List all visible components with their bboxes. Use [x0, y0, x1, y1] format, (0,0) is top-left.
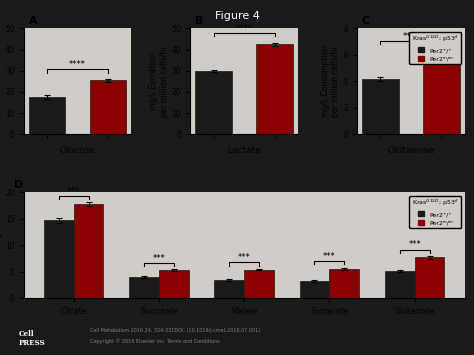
X-axis label: Lactate: Lactate [227, 146, 261, 155]
Y-axis label: mg/L Consumption
per million cells/hr: mg/L Consumption per million cells/hr [321, 45, 340, 118]
Bar [73, 204, 103, 298]
Text: D: D [14, 180, 23, 190]
Text: ***: *** [238, 253, 250, 262]
Bar [90, 80, 127, 134]
Text: Copyright © 2016 Elsevier Inc. Terms and Conditions: Copyright © 2016 Elsevier Inc. Terms and… [90, 338, 220, 344]
Y-axis label: mg/L Excretion
per million cells/hr: mg/L Excretion per million cells/hr [149, 45, 169, 117]
Legend: Per2⁺/⁺, Per2ᵐ/ᵐ: Per2⁺/⁺, Per2ᵐ/ᵐ [410, 32, 461, 64]
Bar [329, 269, 359, 298]
Legend: Per2⁺/⁺, Per2ᵐ/ᵐ: Per2⁺/⁺, Per2ᵐ/ᵐ [410, 196, 461, 228]
Text: C: C [362, 16, 370, 26]
X-axis label: Glutamine: Glutamine [387, 146, 434, 155]
Bar [214, 280, 244, 298]
Text: Figure 4: Figure 4 [215, 11, 259, 21]
Bar [415, 257, 445, 298]
Text: A: A [28, 16, 37, 26]
Text: Cell Metabolism 2016 24, 324-331DOI: (10.1016/j.cmet.2016.07.001): Cell Metabolism 2016 24, 324-331DOI: (10… [90, 328, 260, 333]
Bar [300, 281, 329, 298]
Bar [28, 97, 65, 134]
X-axis label: Glucose: Glucose [59, 146, 96, 155]
Text: ***: *** [408, 240, 421, 250]
Text: ****: **** [69, 60, 86, 69]
Bar [129, 277, 159, 298]
Bar [44, 220, 73, 298]
Text: ****: **** [402, 32, 419, 41]
Bar [256, 44, 293, 134]
Bar [423, 52, 460, 134]
Bar [244, 270, 274, 298]
Bar [385, 271, 415, 298]
Y-axis label: % M4 Enrichment
from [U-¹³C]glucose: % M4 Enrichment from [U-¹³C]glucose [0, 208, 2, 283]
Text: ***: *** [323, 252, 336, 261]
Bar [362, 79, 399, 134]
Text: ***: *** [153, 254, 165, 263]
Text: Cell
PRESS: Cell PRESS [19, 330, 46, 347]
Text: ****: **** [236, 24, 253, 33]
Text: B: B [195, 16, 204, 26]
Bar [195, 71, 232, 134]
Text: ***: *** [67, 187, 80, 196]
Y-axis label: mg/L Consumption
per million cells/hr: mg/L Consumption per million cells/hr [0, 45, 2, 118]
Bar [159, 270, 189, 298]
